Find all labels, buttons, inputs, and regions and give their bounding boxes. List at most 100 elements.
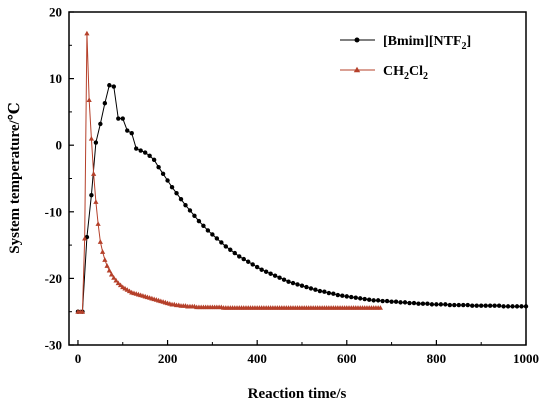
data-point (125, 128, 130, 133)
data-point (505, 304, 511, 309)
legend-label-ch2cl2: CH2Cl2 (383, 64, 428, 82)
data-point (268, 271, 273, 276)
data-point (384, 298, 390, 304)
data-point (98, 121, 103, 127)
data-point (366, 297, 372, 302)
y-axis-title: System temperature/℃ (7, 102, 23, 253)
data-point (398, 300, 403, 305)
y-tick-label: -30 (45, 338, 62, 353)
legend: [Bmim][NTF2] CH2Cl2 (340, 34, 471, 82)
data-point (108, 271, 115, 277)
data-point (116, 116, 121, 121)
data-point (192, 213, 197, 218)
legend-label-bmim-sub: 2 (462, 41, 467, 52)
data-point (322, 289, 327, 294)
data-point (313, 287, 318, 292)
data-point (389, 299, 394, 304)
data-point (102, 101, 108, 106)
data-point (214, 236, 220, 241)
data-point (416, 301, 421, 306)
data-point (393, 299, 399, 304)
data-point (380, 298, 385, 304)
data-point (138, 148, 143, 153)
data-point (299, 283, 305, 288)
x-tick-label: 1000 (513, 351, 539, 366)
data-point (523, 304, 529, 309)
data-point (519, 304, 524, 309)
data-point (510, 304, 515, 309)
data-point (169, 184, 175, 190)
data-point (420, 301, 426, 306)
data-point (91, 171, 97, 176)
data-point (452, 302, 457, 308)
data-point (335, 292, 341, 298)
y-tick-label: -10 (45, 204, 62, 219)
x-tick-label: 200 (158, 351, 178, 366)
data-point (326, 290, 332, 296)
legend-marker-bmim (354, 37, 360, 43)
data-point (84, 30, 90, 36)
data-point (232, 250, 237, 256)
data-point (501, 304, 506, 309)
data-point (465, 302, 470, 308)
data-point (429, 302, 435, 307)
data-point (111, 275, 117, 280)
data-point (362, 296, 367, 302)
data-point (286, 279, 291, 284)
data-point (95, 221, 101, 226)
data-point (295, 282, 300, 287)
data-point (86, 97, 92, 102)
legend-label-ch2cl2-sub2: 2 (423, 71, 428, 82)
data-point (331, 291, 336, 296)
data-point (483, 303, 488, 308)
legend-marker-ch2cl2 (353, 66, 361, 73)
data-point (375, 298, 381, 303)
data-point (304, 284, 309, 290)
data-point (147, 153, 152, 159)
data-point (115, 280, 121, 286)
data-point (478, 303, 484, 308)
data-point (254, 264, 260, 270)
data-point (277, 275, 282, 280)
data-point (93, 140, 99, 145)
data-point (107, 83, 112, 88)
data-point (246, 259, 251, 264)
axes: 0 200 400 600 800 1000 -30 -20 -10 0 10 20 (45, 5, 539, 367)
x-tick-label: 600 (337, 351, 357, 366)
series-layer (75, 30, 529, 314)
data-point (281, 277, 287, 282)
data-point (106, 267, 112, 273)
data-point (120, 116, 125, 121)
data-point (102, 257, 108, 262)
data-point (129, 131, 134, 136)
y-tick-label: 20 (49, 5, 62, 20)
data-point (487, 303, 493, 308)
legend-label-ch2cl2-sub: 2 (404, 71, 409, 82)
data-point (237, 254, 242, 259)
data-point (402, 300, 408, 305)
data-point (259, 267, 264, 272)
data-point (492, 303, 497, 308)
data-point (82, 235, 88, 241)
data-point (447, 302, 453, 308)
data-point (223, 244, 229, 249)
data-point (272, 273, 278, 278)
data-point (201, 223, 206, 228)
legend-label-bmim-main: [Bmim][NTF (383, 34, 462, 49)
data-point (89, 192, 94, 198)
data-point (344, 294, 349, 299)
data-point (263, 269, 269, 274)
series-1 (75, 30, 383, 314)
legend-label-bmim-close: ] (467, 34, 472, 49)
data-point (434, 302, 439, 307)
legend-label-ch2cl2-main: CH (383, 64, 404, 79)
data-point (117, 282, 124, 288)
legend-label-bmim: [Bmim][NTF2] (383, 34, 471, 52)
data-point (205, 228, 211, 233)
data-point (461, 302, 466, 308)
x-tick-label: 800 (427, 351, 447, 366)
data-point (425, 301, 430, 306)
data-point (340, 293, 345, 298)
y-tick-label: 10 (49, 71, 62, 86)
